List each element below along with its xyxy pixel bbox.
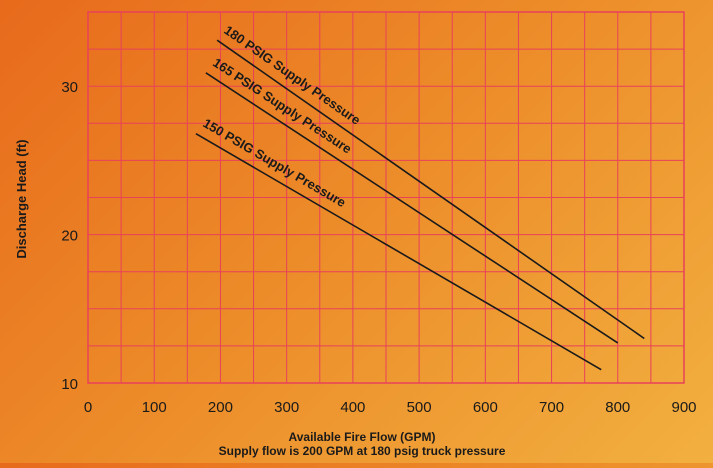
x-tick-label: 0 [84,399,92,416]
series-line [216,39,645,340]
x-tick-label: 700 [539,399,564,416]
y-axis-label: Discharge Head (ft) [14,139,29,258]
y-tick-label: 20 [61,228,78,245]
x-tick-label: 800 [605,399,630,416]
series-line [195,132,602,371]
chart-subtitle: Supply flow is 200 GPM at 180 psig truck… [219,444,506,458]
x-tick-label: 100 [142,399,167,416]
y-tick-label: 30 [61,79,78,96]
x-axis-label: Available Fire Flow (GPM) [289,430,436,444]
tick-labels: 0 100 200 300 400 500 600 700 800 900 10 20 30 [61,79,696,416]
x-tick-label: 200 [208,399,233,416]
y-tick-label: 10 [61,376,78,393]
series-lines [195,39,645,371]
x-tick-label: 300 [274,399,299,416]
x-tick-label: 400 [340,399,365,416]
x-tick-label: 900 [671,399,696,416]
x-tick-label: 600 [473,399,498,416]
grid [87,11,685,384]
series-line [205,72,619,344]
x-tick-label: 500 [407,399,432,416]
